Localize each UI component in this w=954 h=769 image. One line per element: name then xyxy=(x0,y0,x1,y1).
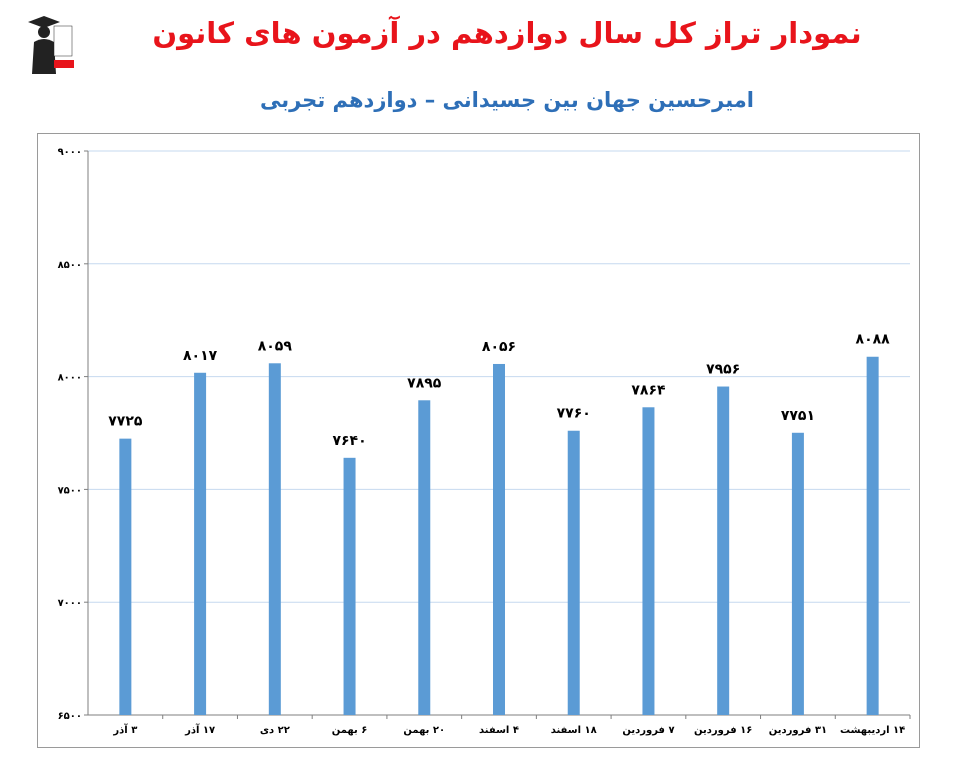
bar xyxy=(119,438,132,715)
kanoon-logo-icon xyxy=(24,12,74,76)
data-label: ۷۸۹۵ xyxy=(407,375,442,391)
x-category-label: ۴ اسفند xyxy=(479,725,519,736)
data-label: ۷۶۴۰ xyxy=(332,433,366,449)
data-label: ۸۰۵۶ xyxy=(482,339,516,355)
x-category-label: ۷ فروردین xyxy=(622,725,674,736)
data-label: ۷۸۶۴ xyxy=(631,382,666,398)
y-tick-label: ۷۵۰۰ xyxy=(58,485,82,496)
data-label: ۷۷۲۵ xyxy=(108,414,143,430)
bar xyxy=(268,363,281,715)
y-tick-label: ۹۰۰۰ xyxy=(58,147,82,158)
y-tick-label: ۶۵۰۰ xyxy=(58,711,82,722)
chart-subtitle: امیرحسین جهان بین جسیدانی – دوازدهم تجرب… xyxy=(259,88,754,112)
chart-frame: ۶۵۰۰ ۷۰۰۰ ۷۵۰۰ ۸۰۰۰ ۸۵۰۰ ۹۰۰۰ ۷۷۲۵ ۳ آذر ۸۰۱۷ ۱۷ … xyxy=(37,133,920,748)
bar xyxy=(866,356,879,715)
x-category-label: ۱۶ فروردین xyxy=(694,725,752,736)
bar xyxy=(493,363,505,715)
bar xyxy=(194,372,207,715)
bar xyxy=(418,400,431,715)
bar xyxy=(567,430,580,715)
y-tick-label: ۸۵۰۰ xyxy=(58,260,82,271)
x-category-label: ۱۴ اردیبهشت xyxy=(840,725,905,736)
x-category-label: ۳۱ فروردین xyxy=(769,725,827,736)
x-category-label: ۶ بهمن xyxy=(332,725,368,736)
data-label: ۷۷۵۱ xyxy=(781,408,815,424)
x-category-label: ۲۲ دی xyxy=(260,725,290,736)
x-category-label: ۲۰ بهمن xyxy=(403,725,445,736)
x-category-label: ۱۷ آذر xyxy=(184,723,215,736)
data-label: ۸۰۸۸ xyxy=(856,332,891,348)
bar xyxy=(343,457,356,715)
chart-title: نمودار تراز کل سال دوازدهم در آزمون های … xyxy=(152,16,862,50)
x-category-label: ۳ آذر xyxy=(112,723,137,736)
bar-chart: ۶۵۰۰ ۷۰۰۰ ۷۵۰۰ ۸۰۰۰ ۸۵۰۰ ۹۰۰۰ ۷۷۲۵ ۳ آذر ۸۰۱۷ ۱۷ … xyxy=(58,147,911,736)
bar xyxy=(717,386,730,715)
x-category-label: ۱۸ اسفند xyxy=(551,725,597,736)
bar xyxy=(791,432,804,715)
data-label: ۸۰۱۷ xyxy=(183,348,218,364)
data-label: ۸۰۵۹ xyxy=(258,338,293,354)
data-label: ۷۷۶۰ xyxy=(557,406,591,422)
bar xyxy=(642,407,655,715)
y-tick-label: ۷۰۰۰ xyxy=(58,598,82,609)
data-label: ۷۹۵۶ xyxy=(706,362,740,378)
y-tick-label: ۸۰۰۰ xyxy=(58,373,82,384)
